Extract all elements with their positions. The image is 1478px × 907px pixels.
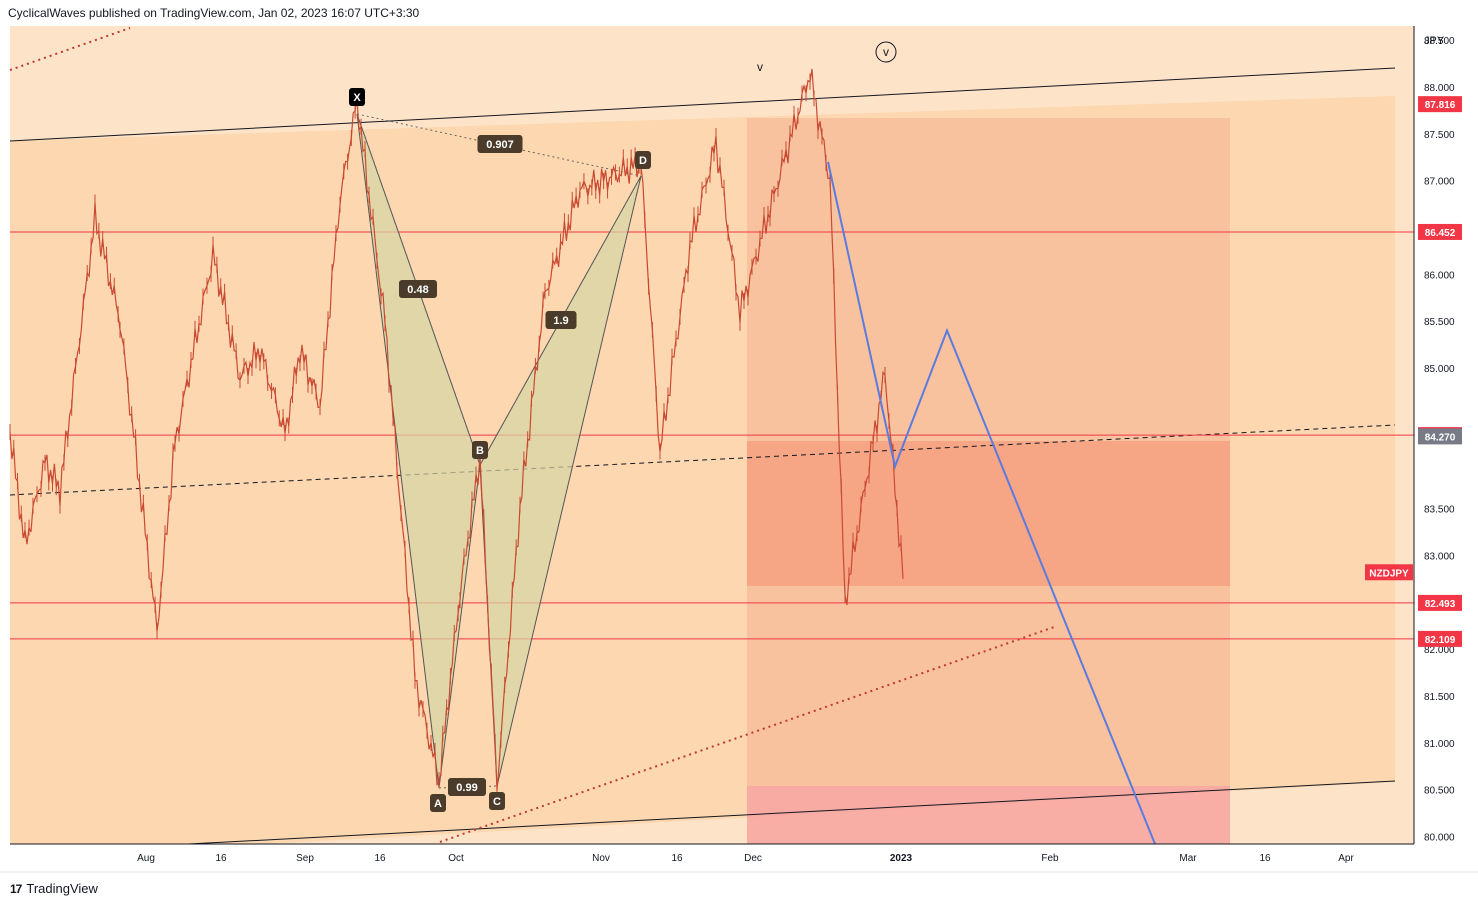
wave-label-text: v <box>883 45 889 59</box>
channel-area <box>10 96 1395 858</box>
y-tick-label: 85.500 <box>1424 317 1455 328</box>
price-label-text: 86.452 <box>1425 228 1456 239</box>
y-tick-label: 80.000 <box>1424 833 1455 844</box>
pattern-point-x: X <box>349 88 365 106</box>
x-tick-label: Nov <box>592 853 610 864</box>
price-label-6: 82.109 <box>1418 630 1462 647</box>
pattern-point-label: C <box>493 796 501 808</box>
pattern-point-d: D <box>635 151 651 169</box>
price-label-text: NZDJPY <box>1369 568 1409 579</box>
ratio-label-2: 1.9 <box>545 311 577 329</box>
y-tick-label: 87.000 <box>1424 177 1455 188</box>
pattern-point-label: D <box>639 155 647 167</box>
ratio-label-0: 0.907 <box>477 135 523 153</box>
x-tick-label: Feb <box>1041 853 1059 864</box>
y-tick-label: 88.000 <box>1424 83 1455 94</box>
y-tick-label: 82.000 <box>1424 645 1455 656</box>
x-tick-label: 2023 <box>890 853 913 864</box>
y-tick-label: 81.000 <box>1424 739 1455 750</box>
pattern-point-c: C <box>489 792 505 810</box>
channel-upper-line <box>9 67 1396 142</box>
pattern-point-a: A <box>430 794 446 812</box>
stop-zone <box>747 441 1230 586</box>
pattern-point-label: A <box>434 798 442 810</box>
price-label-text: 82.109 <box>1425 635 1456 646</box>
currency-label: JPY <box>1424 35 1445 47</box>
publisher-line: CyclicalWaves published on TradingView.c… <box>8 6 420 20</box>
dotted-trendline <box>439 625 1058 843</box>
midline-dashed <box>9 424 1396 496</box>
time-axis <box>0 844 1414 872</box>
pattern-point-b: B <box>472 441 488 459</box>
projection-path <box>827 161 1156 845</box>
x-tick-label: Mar <box>1179 853 1197 864</box>
wave-label-small: v <box>757 60 763 74</box>
tradingview-logo-icon: 17 <box>10 881 22 896</box>
pattern-point-label: X <box>353 92 361 104</box>
x-tick-label: Dec <box>744 853 762 864</box>
y-tick-label: 81.500 <box>1424 692 1455 703</box>
y-tick-label: 83.000 <box>1424 551 1455 562</box>
x-tick-label: 16 <box>215 853 227 864</box>
ratio-label-1: 0.48 <box>399 280 437 298</box>
price-label-0: 87.816 <box>1418 96 1462 113</box>
channel-lower-line <box>149 780 1396 847</box>
ratio-label-3: 0.99 <box>448 778 486 796</box>
price-line <box>9 68 904 791</box>
y-tick-label: 83.500 <box>1424 505 1455 516</box>
y-tick-label: 80.500 <box>1424 786 1455 797</box>
price-label-4: NZDJPY <box>1365 564 1413 581</box>
brand-name: TradingView <box>26 881 98 896</box>
candles-group <box>9 68 904 799</box>
price-label-1: 86.452 <box>1418 223 1462 240</box>
tradingview-brand[interactable]: 17 TradingView <box>10 881 98 896</box>
price-label-5: 82.493 <box>1418 594 1462 611</box>
price-label-text: 82.493 <box>1425 599 1456 610</box>
x-tick-label: Oct <box>448 853 464 864</box>
x-tick-label: 16 <box>1259 853 1271 864</box>
x-tick-label: 16 <box>374 853 386 864</box>
ratio-text: 0.907 <box>486 139 514 151</box>
x-tick-label: Aug <box>137 853 155 864</box>
y-tick-label: 85.000 <box>1424 364 1455 375</box>
price-label-text: 87.816 <box>1425 100 1456 111</box>
ratio-text: 1.9 <box>553 315 568 327</box>
x-tick-label: Sep <box>296 853 314 864</box>
x-tick-label: Apr <box>1338 853 1354 864</box>
y-tick-label: 88.500 <box>1424 36 1455 47</box>
price-label-text: 84.270 <box>1425 432 1456 443</box>
ratio-text: 0.99 <box>456 782 477 794</box>
y-tick-label: 87.500 <box>1424 130 1455 141</box>
y-tick-label: 86.000 <box>1424 270 1455 281</box>
target-zone <box>747 786 1230 844</box>
price-label-3: 84.270 <box>1418 428 1462 445</box>
wave-label-circled: v <box>875 41 897 63</box>
x-tick-label: 16 <box>671 853 683 864</box>
pattern-point-label: B <box>476 445 484 457</box>
ratio-text: 0.48 <box>407 284 428 296</box>
